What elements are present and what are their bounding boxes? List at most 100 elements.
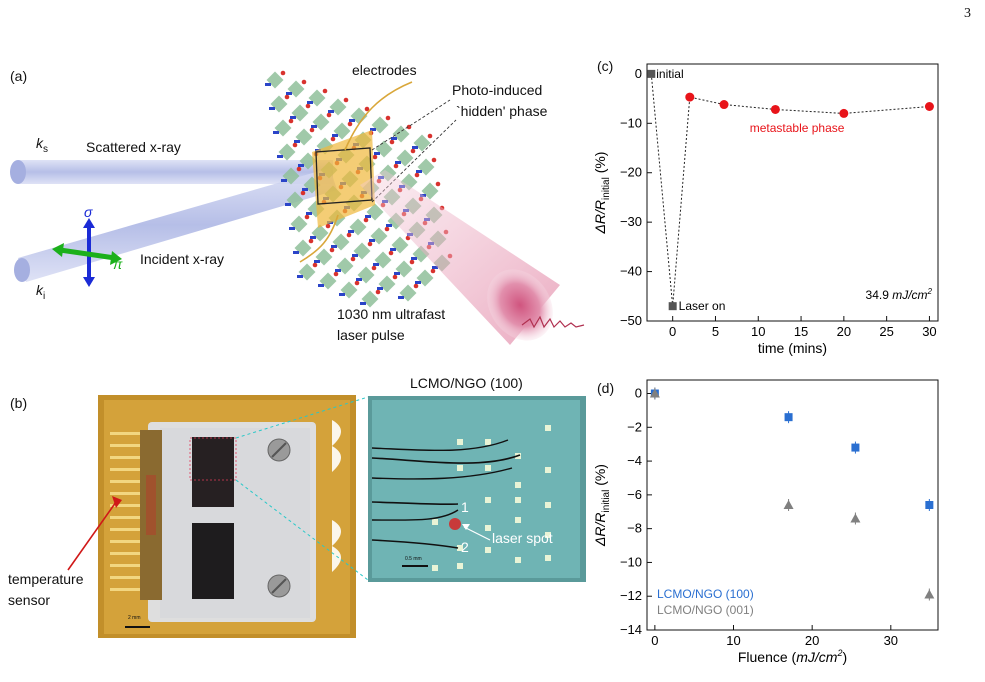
lattice-atom bbox=[329, 247, 335, 253]
lattice-bond bbox=[349, 119, 355, 122]
plot-frame bbox=[646, 379, 939, 631]
lattice-atom bbox=[367, 241, 373, 247]
sample-pad bbox=[457, 545, 463, 551]
scale-bar-left: 2 mm bbox=[128, 615, 141, 621]
electrodes-label: electrodes bbox=[352, 62, 417, 78]
x-tick-label: 20 bbox=[837, 324, 851, 339]
sample-pad bbox=[457, 563, 463, 569]
ks-label: ks bbox=[36, 135, 48, 155]
lattice-atom bbox=[389, 139, 395, 145]
lattice-atom bbox=[326, 112, 332, 118]
data-point bbox=[783, 500, 794, 509]
lattice-bond bbox=[394, 272, 400, 275]
leader-line bbox=[371, 99, 451, 151]
connector-pin bbox=[110, 444, 140, 447]
lattice-bond bbox=[352, 254, 358, 257]
zoom-line bbox=[235, 479, 369, 581]
data-point bbox=[925, 501, 934, 509]
lattice-bond bbox=[311, 125, 317, 128]
lattice-atom bbox=[375, 289, 381, 295]
data-point bbox=[924, 102, 934, 112]
temperature-arrow bbox=[67, 501, 117, 571]
lattice-atom bbox=[427, 133, 433, 139]
lattice-bond bbox=[289, 227, 295, 230]
lattice-atom bbox=[300, 190, 306, 196]
lattice-atom bbox=[284, 94, 290, 100]
lattice-atom bbox=[413, 283, 419, 289]
lattice-bond bbox=[293, 251, 299, 254]
hidden-phase-label-1: Photo-induced bbox=[452, 82, 543, 98]
legend-entry: LCMO/NGO (100) bbox=[657, 587, 754, 601]
sample-pad bbox=[515, 497, 521, 503]
sample-title: LCMO/NGO (100) bbox=[410, 375, 523, 391]
lattice-bond bbox=[416, 170, 422, 173]
y-tick-label: −12 bbox=[620, 588, 642, 603]
polarization-arrows bbox=[52, 218, 122, 287]
panel-a-illustration bbox=[10, 70, 585, 345]
series-line bbox=[650, 73, 930, 307]
chart-d: 0 10 20 30 0 −2 −4 −6 −8 −10 −12 −14 ΔR/Rinitial (%)… bbox=[592, 379, 939, 665]
scattered-beam bbox=[10, 160, 333, 184]
lattice-atom bbox=[431, 157, 437, 163]
data-point bbox=[851, 443, 860, 452]
x-tick-label: 30 bbox=[922, 324, 936, 339]
lattice-atom bbox=[322, 88, 328, 94]
x-axis-label: Fluence (mJ/cm2) bbox=[738, 648, 847, 665]
lattice-atom bbox=[354, 280, 360, 286]
lattice-bond bbox=[298, 164, 304, 167]
scale-bar-right: 0.5 mm bbox=[405, 556, 422, 562]
lattice-atom bbox=[393, 163, 399, 169]
sample-pad bbox=[515, 482, 521, 488]
lattice-atom bbox=[364, 106, 370, 112]
lattice-bond bbox=[306, 212, 312, 215]
lattice-bond bbox=[294, 140, 300, 143]
temperature-sensor-label-1: temperature bbox=[8, 571, 84, 587]
y-tick-label: −10 bbox=[620, 554, 642, 569]
zoom-line bbox=[235, 396, 369, 439]
connector-pin bbox=[110, 492, 140, 495]
connector-pin bbox=[110, 552, 140, 555]
lattice-atom bbox=[343, 97, 349, 103]
lattice-bond bbox=[373, 263, 379, 266]
lattice-bond bbox=[302, 188, 308, 191]
lattice-bond bbox=[391, 137, 397, 140]
sample-pad bbox=[457, 439, 463, 445]
lattice-atom bbox=[305, 103, 311, 109]
lattice-bond bbox=[269, 107, 275, 110]
x-axis-label: time (mins) bbox=[758, 340, 827, 356]
sample-pad bbox=[485, 547, 491, 553]
lattice-bond bbox=[281, 179, 287, 182]
lattice-atom bbox=[385, 115, 391, 121]
hidden-phase-region bbox=[312, 130, 375, 228]
lattice-atom bbox=[308, 238, 314, 244]
lattice-atom bbox=[388, 250, 394, 256]
lattice-atom bbox=[371, 265, 377, 271]
data-point bbox=[839, 108, 849, 118]
lattice-atom bbox=[333, 271, 339, 277]
connector-pin bbox=[110, 588, 140, 591]
lattice-bond bbox=[318, 284, 324, 287]
y-tick-label: −2 bbox=[627, 419, 642, 434]
electrode-wire-top bbox=[344, 81, 413, 151]
connector-pin bbox=[110, 528, 140, 531]
lattice-bond bbox=[265, 83, 271, 86]
sample-pad bbox=[545, 425, 551, 431]
data-point bbox=[924, 589, 935, 599]
lattice-bond bbox=[339, 293, 345, 296]
sample-pad bbox=[485, 439, 491, 445]
x-tick-label: 15 bbox=[794, 324, 808, 339]
lattice-bond bbox=[374, 152, 380, 155]
sample-pad bbox=[432, 519, 438, 525]
legend-entry: LCMO/NGO (001) bbox=[657, 603, 754, 617]
sample-pad bbox=[485, 525, 491, 531]
x-tick-label: 20 bbox=[805, 633, 819, 648]
lattice-bond bbox=[297, 275, 303, 278]
data-point bbox=[719, 100, 729, 110]
lattice-bond bbox=[307, 101, 313, 104]
lattice-atom bbox=[296, 166, 302, 172]
connector-pin bbox=[110, 432, 140, 435]
lattice-atom bbox=[410, 148, 416, 154]
sigma-label: σ bbox=[84, 204, 93, 220]
lattice-atom bbox=[363, 217, 369, 223]
lattice-atom bbox=[414, 172, 420, 178]
